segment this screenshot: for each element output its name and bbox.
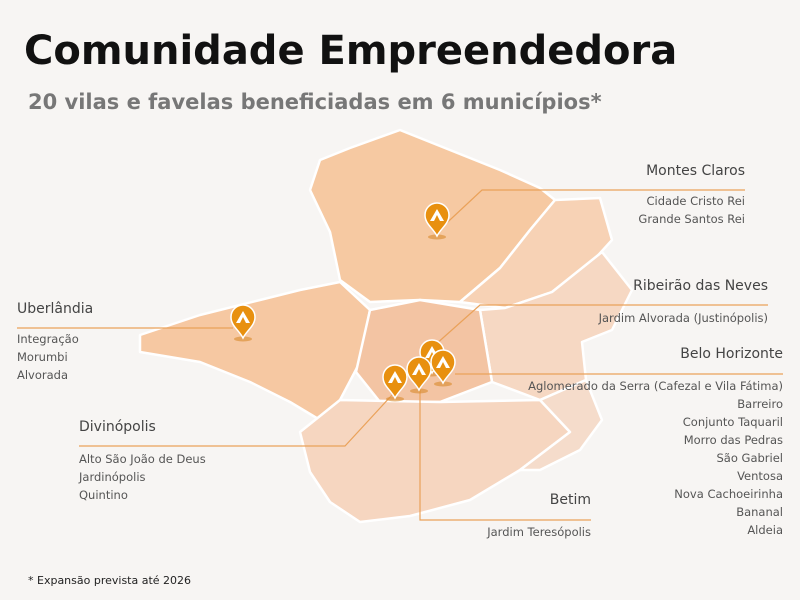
- pin: [430, 349, 456, 387]
- pin-icon: [436, 356, 450, 368]
- community: Integração: [17, 332, 79, 346]
- community: Quintino: [79, 488, 128, 502]
- pin-body: [424, 202, 450, 238]
- pin-body: [382, 364, 408, 400]
- pin-body: [230, 304, 256, 340]
- community: Cidade Cristo Rei: [647, 194, 746, 208]
- municipality-name: Belo Horizonte: [680, 346, 783, 362]
- region: [298, 398, 572, 524]
- community: Jardim Alvorada (Justinópolis): [598, 311, 768, 325]
- community: Jardinópolis: [78, 470, 146, 484]
- community: Aglomerado da Serra (Cafezal e Vila Fáti…: [528, 379, 783, 393]
- pin: [230, 304, 256, 342]
- footnote: * Expansão prevista até 2026: [28, 574, 191, 587]
- pin-icon: [388, 371, 402, 383]
- region: [518, 378, 604, 472]
- leader-line: [79, 394, 393, 447]
- municipality-name: Ribeirão das Neves: [633, 278, 768, 294]
- municipality-name: Montes Claros: [646, 163, 745, 179]
- community: Jardim Teresópolis: [486, 525, 591, 539]
- subtitle: 20 vilas e favelas beneficiadas em 6 mun…: [28, 90, 602, 114]
- community: Barreiro: [737, 397, 783, 411]
- region: [138, 280, 372, 422]
- community: Conjunto Taquaril: [683, 415, 783, 429]
- community: Ventosa: [737, 469, 783, 483]
- leader-line: [434, 304, 768, 346]
- leader-line: [419, 386, 591, 521]
- title: Comunidade Empreendedora: [24, 28, 677, 74]
- community: Morumbi: [17, 350, 68, 364]
- community: Grande Santos Rei: [638, 212, 745, 226]
- community: Bananal: [736, 505, 783, 519]
- community: Nova Cachoeirinha: [674, 487, 783, 501]
- municipality-name: Betim: [550, 492, 591, 508]
- pin: [424, 202, 450, 240]
- pin-icon: [236, 311, 250, 323]
- community: Alto São João de Deus: [79, 452, 206, 466]
- community: Aldeia: [747, 523, 783, 537]
- community: São Gabriel: [717, 451, 784, 465]
- pin: [406, 356, 432, 394]
- municipality-name: Uberlândia: [17, 301, 93, 317]
- pin: [382, 364, 408, 402]
- community: Alvorada: [17, 368, 68, 382]
- pin-icon: [430, 209, 444, 221]
- community: Morro das Pedras: [684, 433, 783, 447]
- municipality-name: Divinópolis: [79, 419, 156, 435]
- pin-icon: [412, 363, 426, 375]
- pin-body: [430, 349, 456, 385]
- leader-line: [436, 189, 745, 233]
- pin-body: [406, 356, 432, 392]
